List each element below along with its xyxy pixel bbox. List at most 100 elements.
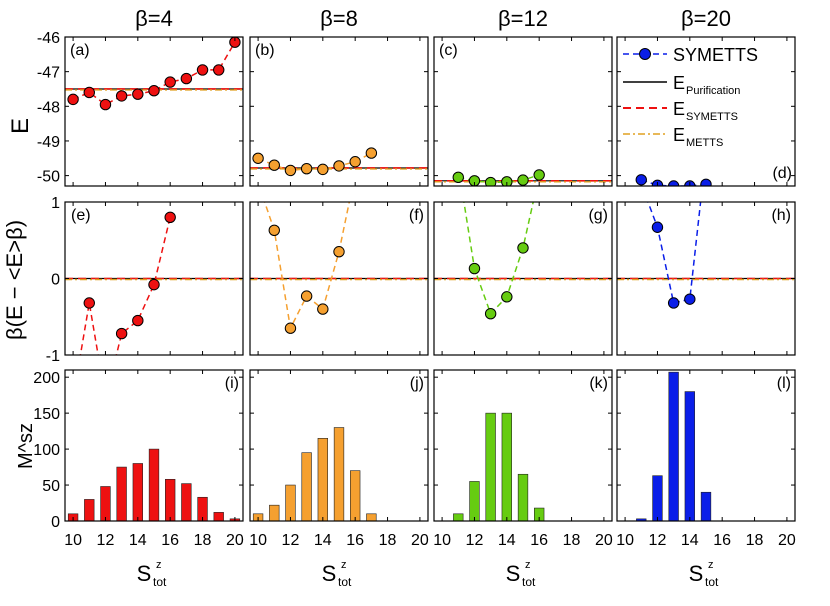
histogram-bar bbox=[652, 475, 663, 521]
panel-plot-area bbox=[252, 427, 377, 521]
panel-frame bbox=[249, 369, 429, 522]
x-axis-label-superscript: z bbox=[341, 559, 347, 571]
panel-label: (i) bbox=[225, 375, 239, 392]
data-point bbox=[115, 327, 128, 340]
panel-plot-area bbox=[617, 202, 795, 309]
data-point bbox=[484, 307, 497, 320]
legend-label-subscript: Purification bbox=[686, 85, 740, 97]
histogram-bar bbox=[317, 438, 328, 521]
panel-label: (g) bbox=[588, 207, 608, 224]
x-axis-label: S bbox=[322, 561, 337, 586]
y-tick-label: 150 bbox=[33, 406, 60, 423]
data-point bbox=[148, 278, 160, 291]
data-point bbox=[667, 297, 680, 309]
column-title: β=12 bbox=[498, 6, 548, 31]
panel-frame bbox=[433, 36, 613, 187]
data-point bbox=[501, 176, 513, 186]
x-tick-label: 14 bbox=[129, 532, 147, 549]
row-ylabel-energy: E bbox=[7, 118, 34, 134]
data-point bbox=[651, 221, 664, 233]
data-point bbox=[333, 246, 345, 258]
x-axis-label-subscript: tot bbox=[705, 575, 719, 589]
data-point bbox=[213, 64, 225, 76]
panel-label: (l) bbox=[777, 375, 791, 392]
panel-label: (h) bbox=[771, 207, 791, 224]
histogram-bar bbox=[700, 491, 712, 521]
x-tick-label: 14 bbox=[314, 532, 332, 549]
x-axis-label-superscript: z bbox=[525, 559, 531, 571]
panel-label: (d) bbox=[772, 165, 792, 182]
panel-label: (k) bbox=[589, 375, 608, 392]
panel-plot-area bbox=[635, 174, 712, 186]
histogram-bar bbox=[501, 412, 512, 521]
column-title: β=20 bbox=[681, 6, 731, 31]
panel-frame bbox=[64, 36, 244, 187]
x-tick-label: 20 bbox=[595, 532, 613, 549]
data-point bbox=[468, 262, 481, 275]
x-tick-label: 12 bbox=[282, 532, 300, 549]
x-tick-label: 12 bbox=[649, 532, 667, 549]
x-tick-label: 16 bbox=[530, 532, 548, 549]
panel-plot-area bbox=[434, 169, 612, 186]
panel-plot-area bbox=[67, 448, 241, 521]
x-axis-label-superscript: z bbox=[708, 559, 714, 571]
histogram-bar bbox=[301, 452, 312, 521]
y-tick-label: -48 bbox=[37, 99, 60, 116]
y-tick-label: -47 bbox=[37, 65, 60, 82]
y-tick-label: -50 bbox=[37, 169, 60, 186]
x-axis-label: S bbox=[689, 561, 704, 586]
histogram-bar bbox=[668, 371, 679, 521]
x-tick-label: 20 bbox=[778, 532, 796, 549]
data-point bbox=[268, 159, 280, 171]
data-point bbox=[533, 169, 545, 181]
x-tick-label: 10 bbox=[249, 532, 267, 549]
data-point bbox=[317, 303, 329, 315]
data-point bbox=[284, 322, 297, 334]
column-title: β=4 bbox=[135, 6, 173, 31]
histogram-bar bbox=[350, 470, 361, 521]
histogram-bar bbox=[148, 448, 160, 521]
x-tick-label: 10 bbox=[616, 532, 634, 549]
data-point bbox=[349, 156, 361, 168]
panel-label: (a) bbox=[70, 42, 90, 59]
data-point bbox=[684, 293, 696, 305]
panel-plot-area bbox=[65, 211, 243, 355]
data-point bbox=[300, 290, 313, 302]
y-tick-label: -1 bbox=[46, 348, 60, 365]
row-ylabel-histogram: M^sz bbox=[15, 423, 37, 469]
histogram-bar bbox=[366, 513, 377, 521]
x-axis-label-superscript: z bbox=[156, 559, 162, 571]
x-tick-label: 18 bbox=[746, 532, 764, 549]
data-point bbox=[284, 164, 297, 177]
panel-plot-area bbox=[453, 412, 545, 521]
x-tick-label: 14 bbox=[498, 532, 516, 549]
x-tick-label: 16 bbox=[713, 532, 731, 549]
legend-label: E bbox=[673, 73, 685, 93]
histogram-bar bbox=[333, 427, 345, 521]
x-tick-label: 14 bbox=[681, 532, 699, 549]
panel-plot-area bbox=[250, 202, 428, 334]
panel-frame bbox=[249, 36, 429, 187]
panel-plot-area bbox=[434, 202, 612, 320]
x-tick-label: 10 bbox=[433, 532, 451, 549]
histogram-bar bbox=[132, 463, 143, 521]
y-tick-label: 1 bbox=[51, 195, 60, 212]
data-point bbox=[501, 291, 513, 303]
data-point bbox=[317, 163, 329, 176]
data-point bbox=[115, 90, 128, 102]
histogram-bar bbox=[517, 473, 529, 521]
data-point bbox=[252, 152, 264, 164]
panel-plot-area bbox=[636, 371, 712, 521]
data-point bbox=[164, 76, 176, 88]
y-tick-label: -49 bbox=[37, 134, 60, 151]
column-title: β=8 bbox=[320, 6, 358, 31]
histogram-bar bbox=[453, 513, 464, 521]
x-tick-label: 10 bbox=[64, 532, 82, 549]
histogram-bar bbox=[100, 486, 111, 521]
histogram-bar bbox=[684, 391, 695, 521]
histogram-bar bbox=[181, 483, 192, 521]
data-point bbox=[148, 85, 160, 97]
x-axis-label: S bbox=[506, 561, 521, 586]
histogram-bar bbox=[165, 478, 176, 521]
y-tick-label: 50 bbox=[42, 478, 60, 495]
